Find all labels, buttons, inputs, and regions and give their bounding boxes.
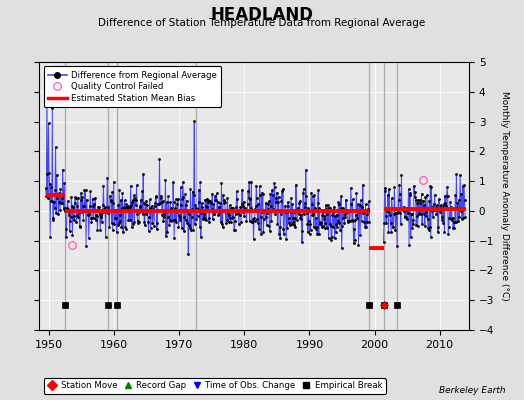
- Text: Berkeley Earth: Berkeley Earth: [439, 386, 506, 395]
- Text: Difference of Station Temperature Data from Regional Average: Difference of Station Temperature Data f…: [99, 18, 425, 28]
- Legend: Station Move, Record Gap, Time of Obs. Change, Empirical Break: Station Move, Record Gap, Time of Obs. C…: [43, 378, 386, 394]
- Text: HEADLAND: HEADLAND: [211, 6, 313, 24]
- Y-axis label: Monthly Temperature Anomaly Difference (°C): Monthly Temperature Anomaly Difference (…: [499, 91, 509, 301]
- Legend: Difference from Regional Average, Quality Control Failed, Estimated Station Mean: Difference from Regional Average, Qualit…: [43, 66, 221, 107]
